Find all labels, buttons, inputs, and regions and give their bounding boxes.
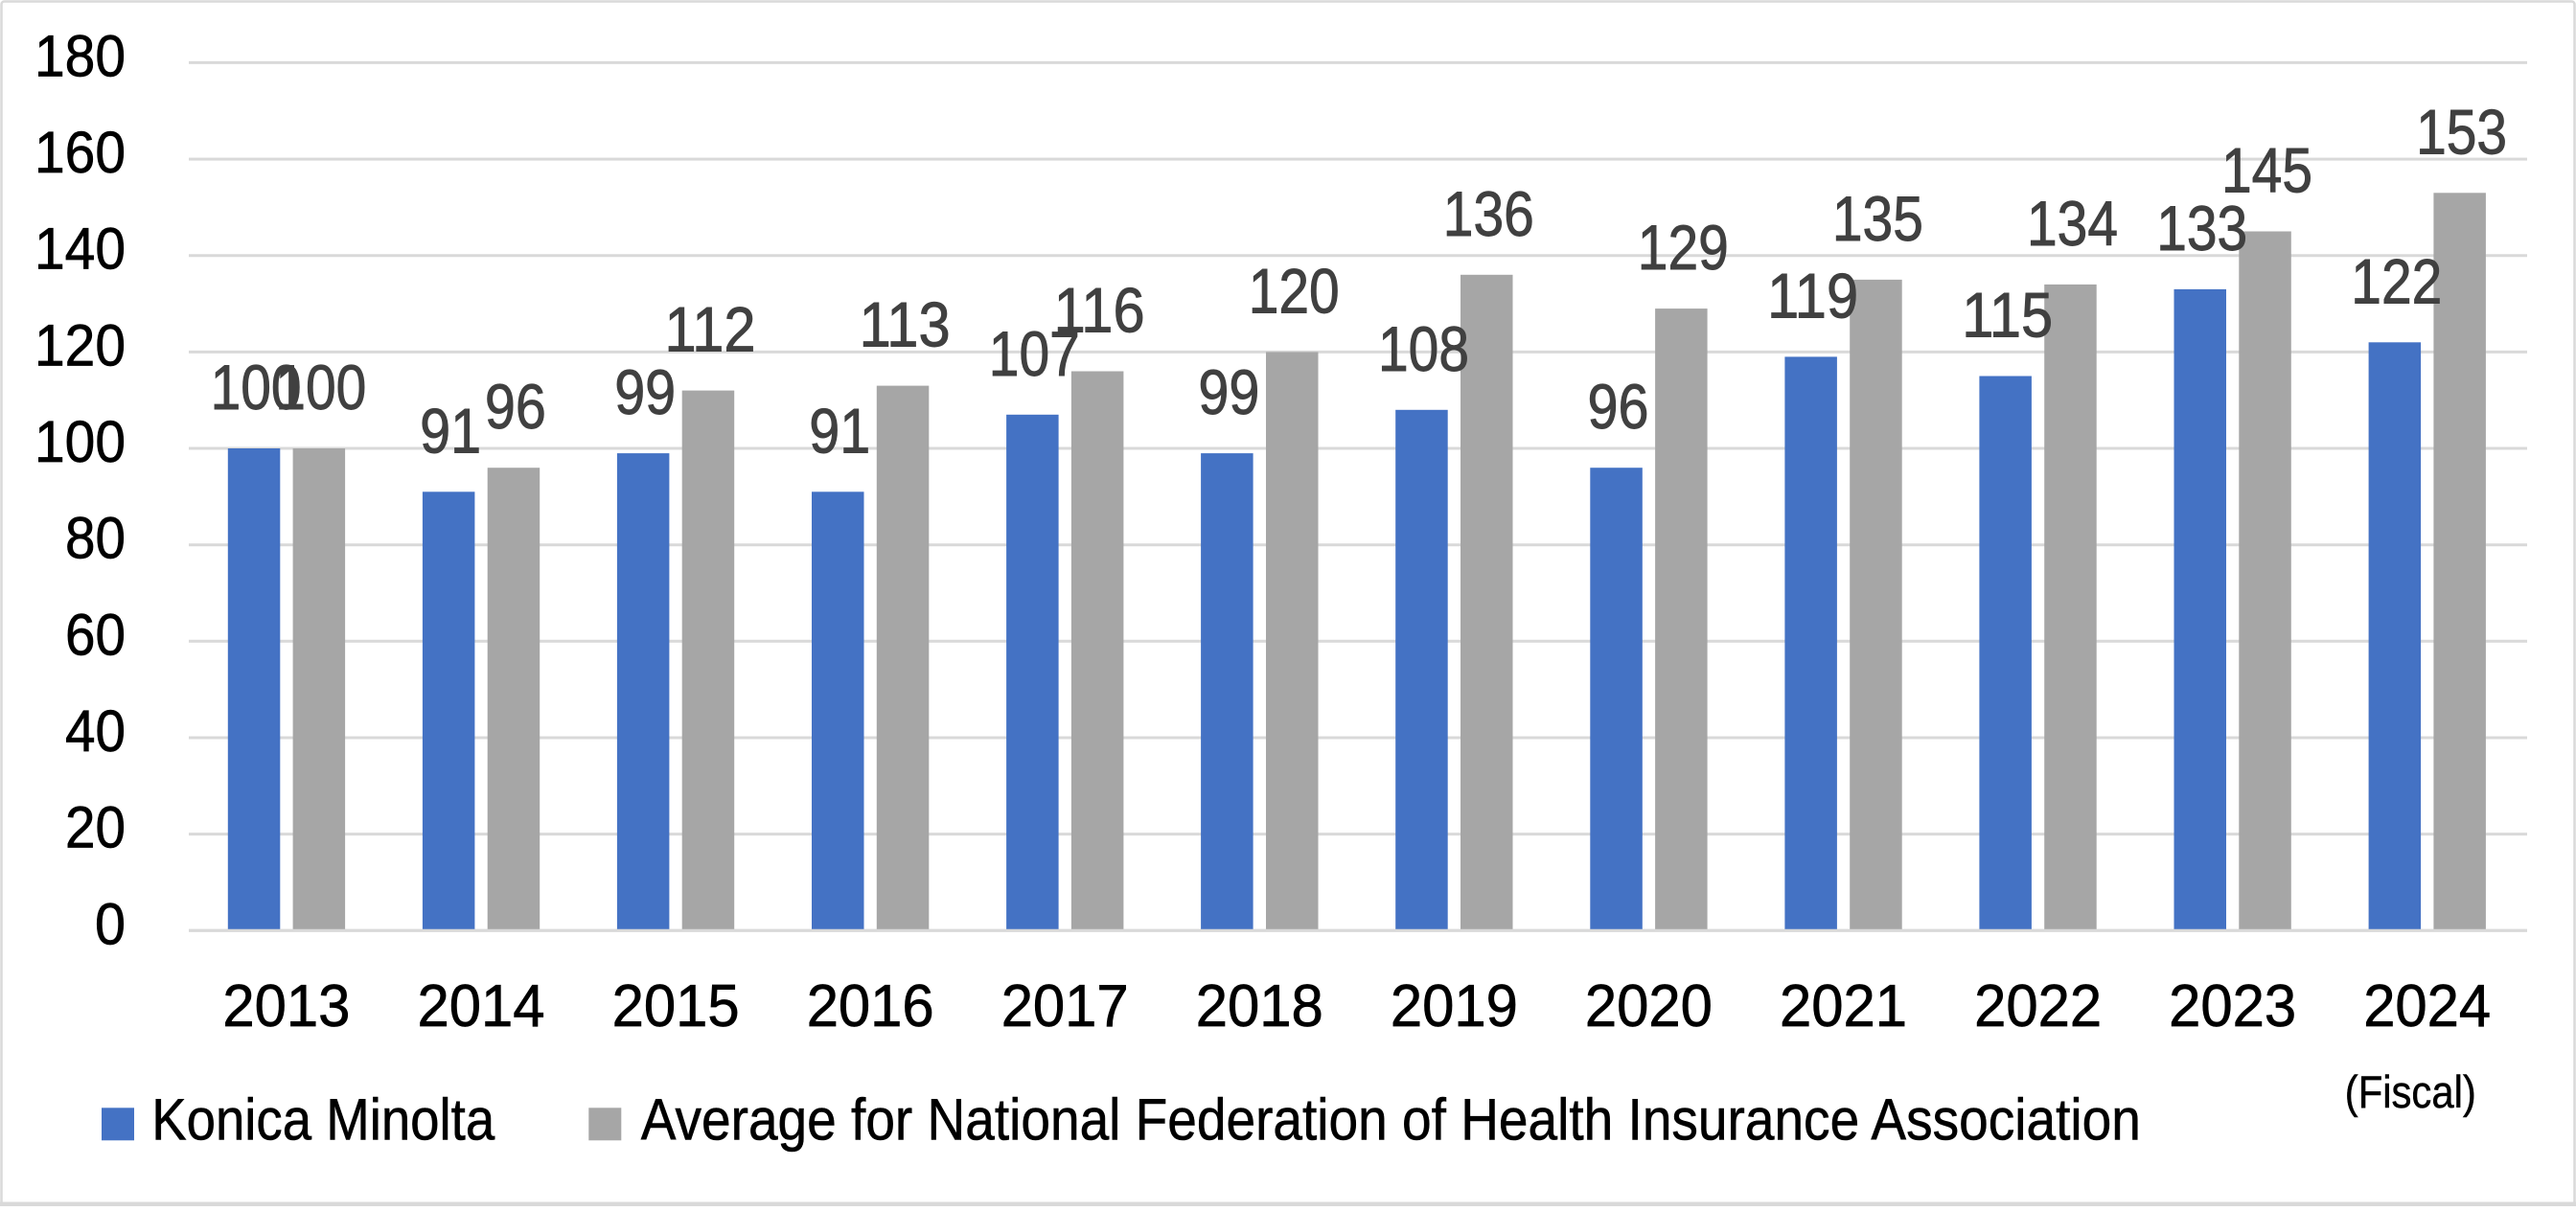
svg-text:2016: 2016: [807, 973, 934, 1040]
svg-text:91: 91: [420, 395, 481, 466]
svg-text:115: 115: [1962, 280, 2053, 351]
svg-text:Average for National Federatio: Average for National Federation of Healt…: [641, 1087, 2141, 1153]
svg-text:2018: 2018: [1196, 973, 1323, 1040]
svg-text:133: 133: [2156, 193, 2247, 263]
svg-text:140: 140: [34, 217, 126, 282]
svg-text:40: 40: [65, 698, 126, 764]
svg-text:2024: 2024: [2363, 973, 2491, 1040]
svg-text:134: 134: [2027, 188, 2118, 259]
svg-text:153: 153: [2416, 96, 2507, 167]
svg-text:2022: 2022: [1974, 973, 2102, 1040]
svg-text:108: 108: [1378, 313, 1469, 384]
svg-text:Konica Minolta: Konica Minolta: [151, 1087, 494, 1153]
svg-text:119: 119: [1767, 260, 1858, 331]
svg-text:100: 100: [275, 352, 366, 423]
svg-text:2014: 2014: [418, 973, 545, 1040]
svg-text:122: 122: [2351, 245, 2442, 316]
svg-text:2023: 2023: [2169, 973, 2296, 1040]
svg-text:100: 100: [211, 352, 302, 423]
svg-text:2021: 2021: [1780, 973, 1907, 1040]
svg-text:112: 112: [665, 294, 756, 365]
svg-text:2015: 2015: [612, 973, 740, 1040]
svg-text:96: 96: [485, 371, 546, 442]
svg-text:0: 0: [95, 891, 126, 956]
svg-text:120: 120: [34, 312, 126, 377]
svg-text:99: 99: [1198, 356, 1259, 427]
svg-text:2019: 2019: [1391, 973, 1518, 1040]
svg-text:135: 135: [1832, 183, 1923, 254]
svg-text:160: 160: [34, 120, 126, 185]
svg-text:2017: 2017: [1001, 973, 1129, 1040]
svg-text:(Fiscal): (Fiscal): [2345, 1066, 2476, 1117]
svg-text:120: 120: [1249, 255, 1340, 326]
svg-text:20: 20: [65, 795, 126, 860]
svg-text:100: 100: [34, 409, 126, 474]
svg-text:60: 60: [65, 602, 126, 667]
svg-text:136: 136: [1443, 178, 1534, 249]
svg-text:2013: 2013: [222, 973, 350, 1040]
svg-text:96: 96: [1588, 371, 1649, 442]
svg-text:145: 145: [2221, 135, 2312, 206]
svg-text:116: 116: [1054, 275, 1145, 346]
svg-text:99: 99: [614, 356, 676, 427]
svg-text:129: 129: [1638, 212, 1729, 283]
svg-text:91: 91: [809, 395, 870, 466]
svg-text:2020: 2020: [1585, 973, 1713, 1040]
svg-text:80: 80: [65, 506, 126, 571]
svg-text:107: 107: [989, 318, 1080, 389]
svg-text:180: 180: [34, 23, 126, 88]
svg-text:113: 113: [860, 289, 951, 360]
